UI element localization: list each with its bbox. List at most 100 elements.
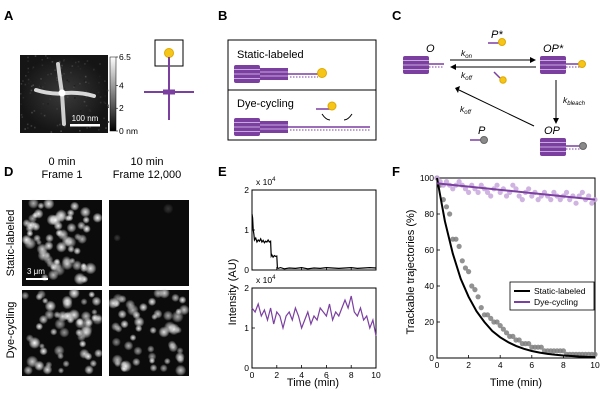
f-point [510, 333, 516, 339]
static-labeled-construct [233, 64, 327, 84]
afm-speckle [63, 72, 65, 75]
fluorescent-spot [84, 352, 93, 361]
f-point [488, 315, 494, 321]
afm-speckle [75, 83, 78, 86]
afm-speckle [56, 108, 58, 110]
afm-speckle [59, 123, 61, 126]
afm-speckle [89, 110, 92, 112]
afm-speckle [74, 97, 76, 99]
panel-letter-b: B [218, 8, 227, 23]
fluorescent-spot [111, 354, 123, 366]
dye-cycling-construct [233, 101, 370, 137]
fluorescent-spot [49, 214, 61, 226]
fluorescent-spot [59, 327, 70, 338]
fluorescent-spot [159, 364, 168, 373]
f-xtick-label: 4 [498, 360, 503, 370]
afm-speckle [49, 57, 51, 59]
fluorescent-spot [84, 365, 94, 375]
micrograph-static-frame12000 [109, 200, 189, 286]
e-axes-frame [251, 287, 377, 369]
e-ytick-label: 0 [244, 265, 249, 275]
e-trace [251, 213, 377, 270]
fluorescent-spot [158, 326, 170, 338]
state-opstar-construct [539, 55, 586, 75]
afm-speckle [24, 75, 27, 77]
k-off-label: koff [461, 70, 473, 82]
afm-speckle [26, 123, 29, 126]
afm-speckle [24, 128, 27, 130]
f-point [447, 211, 453, 217]
state-opstar: OP* [543, 43, 564, 55]
fluorescent-spot [66, 222, 77, 233]
afm-speckle [63, 125, 66, 128]
state-p: P [478, 125, 486, 137]
f-ytick-label: 100 [420, 173, 434, 183]
afm-speckle [50, 131, 53, 133]
afm-speckle [89, 126, 91, 128]
fluorescent-spot [26, 230, 34, 237]
f-point [592, 351, 598, 357]
fluorescent-spot [53, 345, 65, 357]
panel-letter-c: C [392, 8, 402, 23]
f-ytick-label: 20 [425, 317, 435, 327]
fluorescent-spot [74, 317, 86, 329]
fluorescent-spot [91, 296, 102, 307]
afm-speckle [81, 114, 84, 117]
afm-speckle [63, 87, 66, 90]
afm-speckle [56, 77, 58, 79]
fluorescent-spot [80, 262, 87, 269]
micrograph-scale-label: 3 μm [27, 267, 45, 276]
fluorescent-spot [57, 229, 69, 241]
afm-speckle [98, 81, 100, 84]
fluorescent-spot [85, 319, 93, 326]
f-point [478, 182, 484, 188]
afm-cross-structure [34, 62, 96, 126]
fluorescent-spot [174, 326, 182, 334]
fluorescent-spot [39, 347, 48, 356]
f-ytick-label: 0 [429, 353, 434, 363]
f-xtick-label: 8 [561, 360, 566, 370]
afm-speckle [78, 122, 80, 125]
afm-speckle [79, 110, 82, 112]
afm-speckle [51, 61, 54, 63]
afm-speckle [24, 83, 27, 86]
fluorescent-spot [174, 364, 187, 376]
f-point [560, 348, 567, 354]
state-o-construct [402, 55, 444, 75]
state-o: O [426, 43, 435, 55]
fluorescent-spot [34, 360, 45, 372]
afm-speckle [32, 66, 35, 69]
panel-c: C O P* OP* kon koff k [392, 8, 587, 157]
afm-speckle [79, 76, 81, 79]
f-xlabel: Time (min) [490, 377, 542, 389]
afm-speckle [70, 126, 72, 128]
fluorescent-spot [82, 224, 91, 234]
fluorescent-spot [175, 308, 182, 315]
f-ytick-label: 40 [425, 281, 435, 291]
f-point [557, 197, 563, 203]
afm-speckle [27, 78, 30, 81]
afm-speckle [34, 126, 36, 129]
colorbar-ticks: 6.5 4 2 0 nm [116, 52, 138, 136]
fluorescent-spot [113, 234, 121, 242]
afm-speckle [30, 85, 33, 88]
afm-speckle [103, 117, 105, 120]
fluorescent-spot [153, 309, 163, 319]
fluorescent-spot [147, 345, 155, 353]
fluorescent-spot [111, 337, 121, 347]
afm-speckle [60, 130, 62, 133]
fluorescent-spot [62, 298, 73, 310]
e-xtick-label: 6 [324, 370, 329, 380]
f-point [466, 269, 472, 275]
fluorescent-spot [88, 291, 96, 298]
f-point [484, 312, 491, 318]
fluorescent-spot [42, 198, 55, 210]
fluorescent-spot [89, 359, 98, 368]
afm-speckle [61, 64, 63, 67]
afm-speckle [21, 116, 24, 118]
e-ytick-label: 2 [244, 185, 249, 195]
afm-speckle [104, 80, 106, 82]
afm-scale-bar [70, 124, 100, 127]
afm-speckle [20, 83, 23, 85]
micrograph-scale-bar [26, 278, 48, 280]
